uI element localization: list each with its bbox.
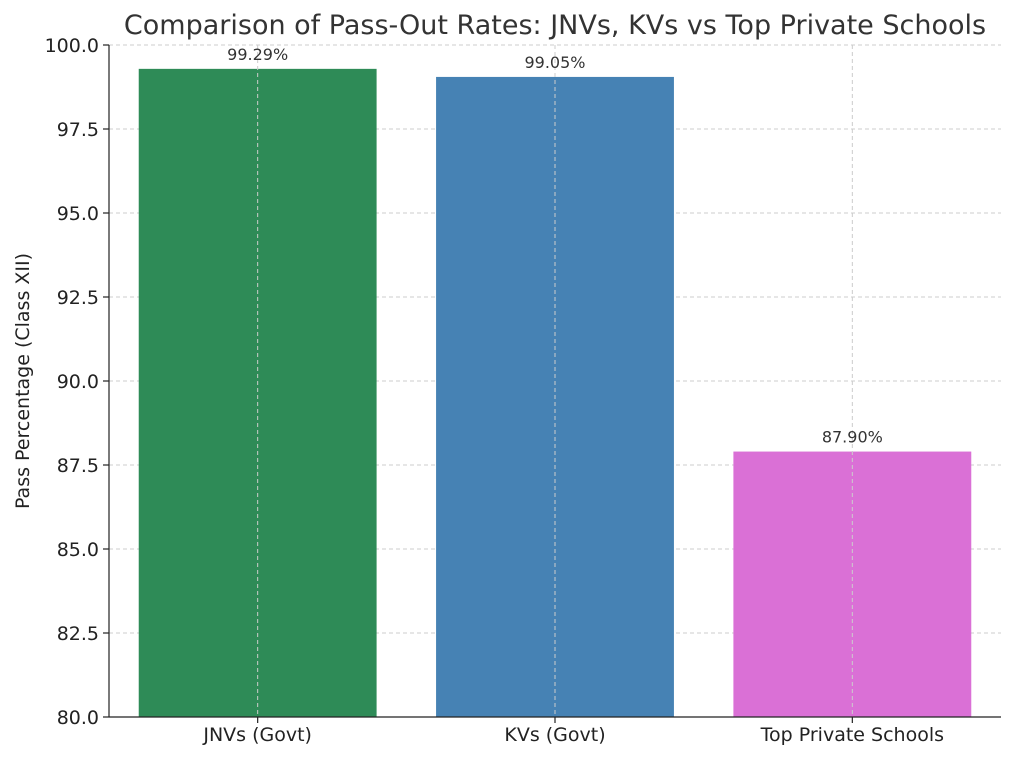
y-tick-label: 92.5 (57, 287, 99, 309)
y-tick-label: 95.0 (57, 203, 99, 225)
y-tick-label: 87.5 (57, 455, 99, 477)
y-tick-label: 85.0 (57, 539, 99, 561)
bar-data-label: 99.29% (227, 45, 288, 64)
bar-data-label: 87.90% (822, 428, 883, 447)
y-tick-label: 97.5 (57, 119, 99, 141)
y-axis-label: Pass Percentage (Class XII) (12, 253, 34, 509)
x-tick-label: KVs (Govt) (504, 724, 605, 746)
y-tick-label: 100.0 (45, 35, 99, 57)
chart-title: Comparison of Pass-Out Rates: JNVs, KVs … (124, 10, 986, 41)
x-tick-label: Top Private Schools (760, 724, 944, 746)
x-tick-label: JNVs (Govt) (202, 724, 312, 746)
labels-layer: 80.0 82.5 85.0 87.5 90.0 92.5 95.0 97.5 100.0 99.… (45, 35, 944, 746)
axes-layer (103, 44, 1001, 723)
y-tick-label: 82.5 (57, 623, 99, 645)
bar-data-label: 99.05% (524, 53, 585, 72)
vertical-grid-layer (257, 45, 853, 717)
y-tick-label: 80.0 (57, 707, 99, 729)
y-tick-label: 90.0 (57, 371, 99, 393)
